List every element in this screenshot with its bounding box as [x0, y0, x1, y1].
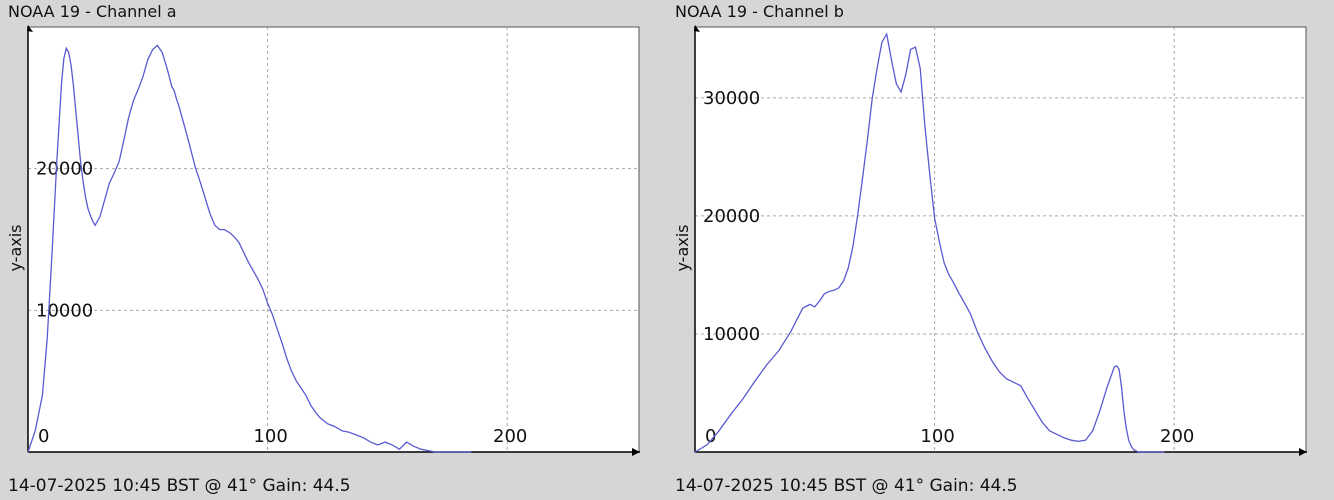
x-tick-label: 200	[1160, 426, 1194, 447]
status-footer: 14-07-2025 10:45 BST @ 41° Gain: 44.5	[8, 476, 351, 496]
x-axis-arrow	[1299, 448, 1307, 456]
status-footer: 14-07-2025 10:45 BST @ 41° Gain: 44.5	[675, 476, 1018, 496]
series-line	[694, 32, 1165, 453]
chart-title: NOAA 19 - Channel b	[675, 2, 844, 21]
y-tick-label: 20000	[36, 159, 93, 180]
x-tick-label: 0	[38, 426, 49, 447]
x-tick-label: 0	[705, 426, 716, 447]
chart-a-svg: 0 100 200 10000 20000 y-axis	[6, 25, 640, 456]
chart-panel-b: NOAA 19 - Channel b 0 100 200 10000 20000 300…	[667, 0, 1334, 500]
y-axis-arrow	[27, 25, 33, 32]
series-line	[27, 44, 472, 453]
chart-b-svg: 0 100 200 10000 20000 30000 y-axis	[673, 25, 1307, 456]
x-tick-label: 100	[920, 426, 954, 447]
x-axis-arrow	[632, 448, 640, 456]
x-tick-label: 100	[253, 426, 287, 447]
y-tick-label: 20000	[703, 206, 760, 227]
y-axis-label: y-axis	[673, 224, 692, 271]
y-tick-label: 10000	[36, 300, 93, 321]
plot-area	[694, 26, 1307, 453]
chart-title: NOAA 19 - Channel a	[8, 2, 177, 21]
plot-area	[27, 26, 640, 453]
y-axis-arrow	[694, 25, 700, 32]
y-tick-label: 10000	[703, 324, 760, 345]
x-tick-label: 200	[493, 426, 527, 447]
y-axis-label: y-axis	[6, 224, 25, 271]
chart-panel-a: NOAA 19 - Channel a 0 100 200 10000 20000 y-a…	[6, 2, 640, 496]
y-tick-label: 30000	[703, 88, 760, 109]
